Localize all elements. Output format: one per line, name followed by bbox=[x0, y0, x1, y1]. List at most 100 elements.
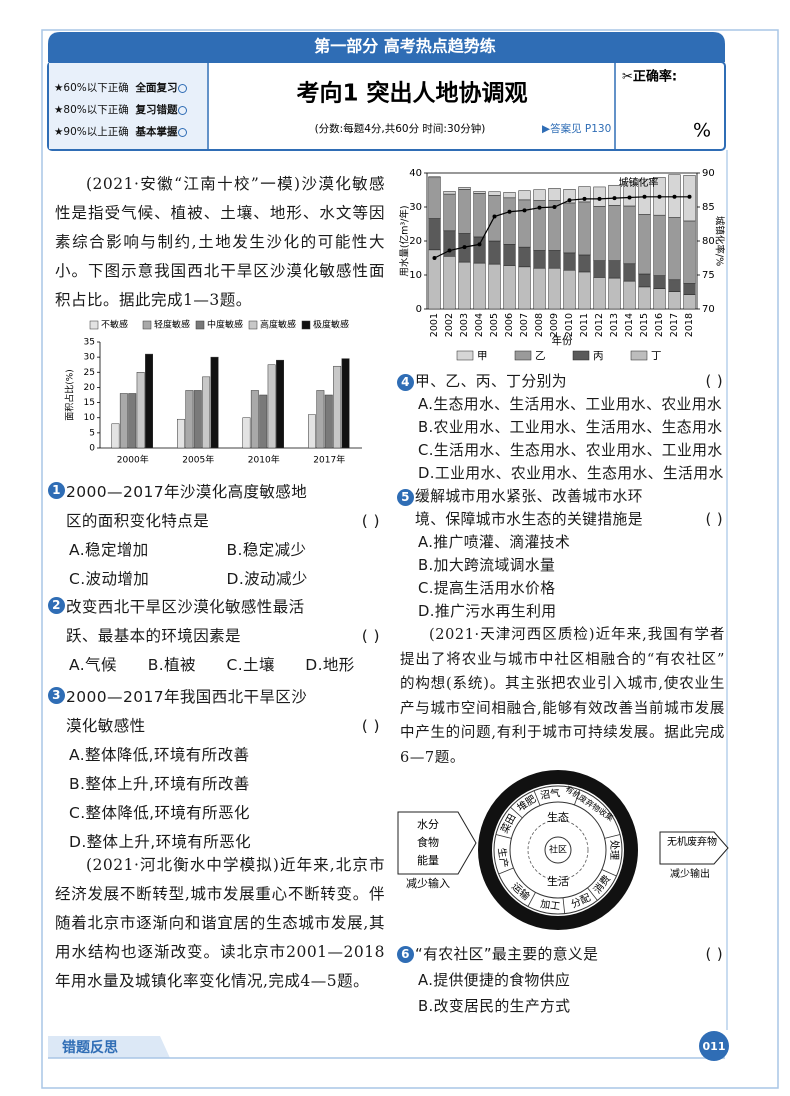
input-label: 食物 bbox=[417, 835, 439, 849]
ring-label: 加工 bbox=[539, 898, 560, 913]
bar-segment bbox=[638, 273, 651, 288]
level: ★60%以下正确 全面复习 bbox=[54, 80, 188, 95]
y2-tick-label: 85 bbox=[702, 202, 715, 213]
bar bbox=[202, 376, 211, 449]
bar-segment bbox=[623, 181, 636, 207]
bar bbox=[145, 353, 154, 449]
bar-segment bbox=[548, 188, 561, 201]
option[interactable]: D.波动减少 bbox=[226, 570, 308, 588]
legend-label: 甲 bbox=[477, 350, 488, 362]
x-tick-label: 2007 bbox=[519, 313, 530, 337]
question-number: 3 bbox=[48, 687, 65, 704]
bar-segment bbox=[473, 191, 486, 194]
option[interactable]: A.提供便捷的食物供应 bbox=[418, 972, 571, 989]
passage: (2021·河北衡水中学模拟)近年来,北京市经济发展不断转型,城市发展重心不断转… bbox=[55, 856, 385, 990]
option[interactable]: C.土壤 bbox=[226, 656, 275, 674]
option[interactable]: C.提高生活用水价格 bbox=[418, 580, 556, 597]
option[interactable]: B.加大跨流域调水量 bbox=[418, 557, 556, 574]
check-circle[interactable] bbox=[178, 127, 188, 137]
bar-segment bbox=[518, 266, 531, 310]
option[interactable]: D.工业用水、农业用水、生态用水、生活用水 bbox=[418, 465, 724, 482]
option[interactable]: B.农业用水、工业用水、生活用水、生态用水 bbox=[418, 419, 723, 436]
bar bbox=[341, 358, 350, 449]
option[interactable]: A.气候 bbox=[69, 656, 117, 674]
bar-segment bbox=[653, 214, 666, 276]
bar bbox=[136, 372, 145, 449]
bar bbox=[111, 423, 120, 449]
option[interactable]: D.地形 bbox=[305, 656, 355, 674]
input-label: 水分 bbox=[417, 818, 439, 831]
inner-label: 生活 bbox=[547, 874, 569, 888]
bar-segment bbox=[548, 267, 561, 310]
page-title: 考向1 突出人地协调观 bbox=[296, 80, 527, 107]
line-point bbox=[537, 205, 542, 210]
question-stem: “有农社区”最主要的意义是 bbox=[415, 946, 599, 963]
y2-tick-label: 80 bbox=[702, 236, 715, 247]
bar-segment bbox=[623, 280, 636, 310]
ring-separator bbox=[498, 867, 514, 875]
question-stem: 改变西北干旱区沙漠化敏感性最活跃、最基本的环境因素是 bbox=[66, 598, 305, 645]
question-stem-wrap: 6 “有农社区”最主要的意义是 ( ) bbox=[397, 942, 727, 968]
check-circle[interactable] bbox=[178, 105, 188, 115]
option[interactable]: C.整体降低,环境有所恶化 bbox=[69, 804, 250, 822]
question-stem-wrap: 4 甲、乙、丙、丁分别为 ( ) bbox=[397, 370, 727, 393]
x-tick-label: 2006 bbox=[504, 313, 515, 337]
option[interactable]: B.植被 bbox=[147, 656, 196, 674]
x-tick-label: 2017年 bbox=[313, 454, 345, 466]
bar-segment bbox=[428, 176, 441, 179]
bar bbox=[250, 390, 259, 449]
question-stem-wrap: 5 缓解城市用水紧张、改善城市水环境、保障城市水生态的关键措施是 ( ) bbox=[397, 485, 727, 531]
bar-segment bbox=[683, 294, 696, 310]
x-tick-label: 2001 bbox=[429, 313, 440, 337]
bar bbox=[119, 393, 128, 449]
option[interactable]: C.波动增加 bbox=[69, 570, 150, 588]
y2-tick-label: 70 bbox=[702, 304, 715, 315]
ring-label: 处理 bbox=[608, 840, 620, 860]
option[interactable]: B.整体上升,环境有所改善 bbox=[69, 775, 250, 793]
page-frame bbox=[41, 29, 779, 1089]
meta: (分数:每题4分,共60分 时间:30分钟) bbox=[315, 122, 486, 135]
line-point bbox=[552, 205, 557, 209]
option[interactable]: B.稳定减少 bbox=[226, 541, 307, 559]
ring-label: 沼气 bbox=[539, 786, 561, 802]
option[interactable]: C.生活用水、生态用水、农业用水、工业用水 bbox=[418, 442, 723, 459]
check-circle[interactable] bbox=[178, 83, 188, 93]
bar bbox=[259, 394, 268, 449]
legend-label: 中度敏感 bbox=[207, 319, 243, 331]
option[interactable]: B.改变居民的生产方式 bbox=[418, 998, 571, 1015]
options: A.整体降低,环境有所改善 B.整体上升,环境有所改善 C.整体降低,环境有所恶化 D… bbox=[66, 741, 384, 857]
y-tick-label: 15 bbox=[84, 398, 95, 408]
answer-bracket: ( ) bbox=[705, 373, 723, 390]
bar-segment bbox=[458, 187, 471, 190]
x-tick-label: 2011 bbox=[579, 313, 590, 337]
bar-segment bbox=[488, 263, 501, 310]
y-tick-label: 40 bbox=[409, 168, 422, 179]
option[interactable]: A.生态用水、生活用水、工业用水、农业用水 bbox=[418, 396, 723, 413]
option[interactable]: D.整体上升,环境有所恶化 bbox=[69, 833, 251, 851]
bar bbox=[316, 390, 325, 449]
legend-label: 不敏感 bbox=[101, 319, 128, 331]
output-caption: 减少输出 bbox=[670, 867, 710, 880]
options: A.推广喷灌、滴灌技术 B.加大跨流域调水量 C.提高生活用水价格 D.推广污水再生利… bbox=[415, 531, 727, 623]
y-tick-label: 5 bbox=[89, 428, 95, 438]
inner-label: 生态 bbox=[547, 810, 569, 824]
ring-label: 生产 bbox=[495, 847, 511, 869]
bar bbox=[210, 356, 219, 449]
bar-segment bbox=[683, 283, 696, 295]
option[interactable]: D.推广污水再生利用 bbox=[418, 603, 557, 620]
ring-separator bbox=[587, 887, 598, 901]
legend-label: 轻度敏感 bbox=[154, 319, 190, 331]
option[interactable]: A.整体降低,环境有所改善 bbox=[69, 746, 250, 764]
bar-segment bbox=[533, 189, 546, 201]
bar-segment bbox=[668, 279, 681, 292]
option[interactable]: A.推广喷灌、滴灌技术 bbox=[418, 534, 571, 551]
x-tick-label: 2014 bbox=[624, 313, 635, 337]
bar-segment bbox=[593, 186, 606, 207]
section-title: 第一部分 高考热点趋势练 bbox=[314, 37, 496, 56]
bar-segment bbox=[503, 197, 516, 245]
legend-swatch bbox=[142, 320, 152, 330]
option[interactable]: A.稳定增加 bbox=[69, 541, 149, 559]
question-stem: 2000—2017年沙漠化高度敏感地区的面积变化特点是 bbox=[66, 483, 308, 530]
legend-swatch bbox=[456, 350, 474, 361]
line-point bbox=[462, 245, 467, 250]
